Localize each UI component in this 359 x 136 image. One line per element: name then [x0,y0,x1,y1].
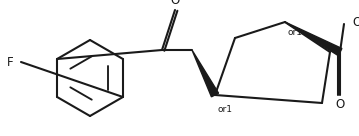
Text: F: F [8,55,14,69]
Text: O: O [335,98,345,111]
Polygon shape [285,22,342,55]
Text: or1: or1 [288,28,303,37]
Polygon shape [192,50,219,97]
Text: O: O [171,0,180,7]
Text: or1: or1 [218,105,233,114]
Text: OH: OH [352,16,359,29]
